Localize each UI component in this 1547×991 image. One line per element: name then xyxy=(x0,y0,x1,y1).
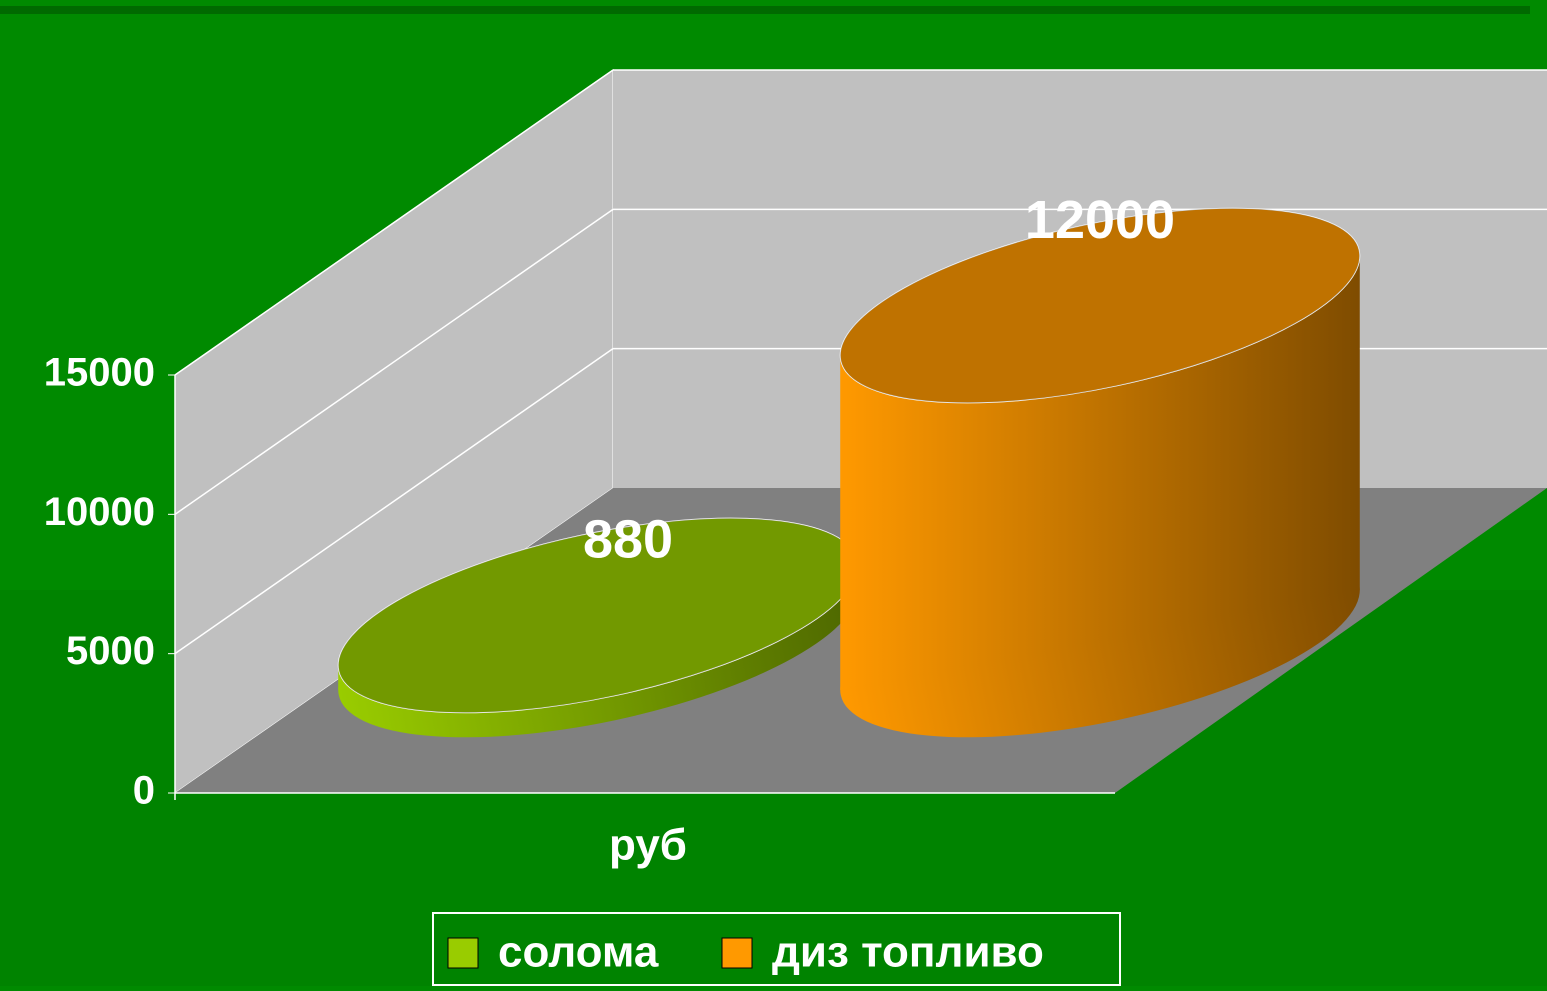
cylinder-top-shade xyxy=(338,518,858,713)
data-label: 12000 xyxy=(1025,190,1175,250)
grid-line xyxy=(174,208,614,515)
y-tick-label: 10000 xyxy=(44,490,155,534)
grid-line xyxy=(174,348,614,655)
legend-swatch xyxy=(721,937,753,969)
x-tick-label: руб xyxy=(609,821,687,870)
top-band xyxy=(0,6,1530,14)
legend-label: солома xyxy=(498,928,659,977)
y-tick-label: 15000 xyxy=(44,351,155,395)
cylinder-top-shade xyxy=(840,208,1360,403)
data-label: 880 xyxy=(583,510,673,570)
grid-line xyxy=(174,69,614,376)
cylinder-top xyxy=(839,207,1361,404)
y-tick-label: 5000 xyxy=(66,629,155,673)
legend xyxy=(432,912,1121,986)
legend-label: диз топливо xyxy=(772,928,1044,977)
y-tick-label: 0 xyxy=(133,769,155,813)
legend-swatch xyxy=(447,937,479,969)
